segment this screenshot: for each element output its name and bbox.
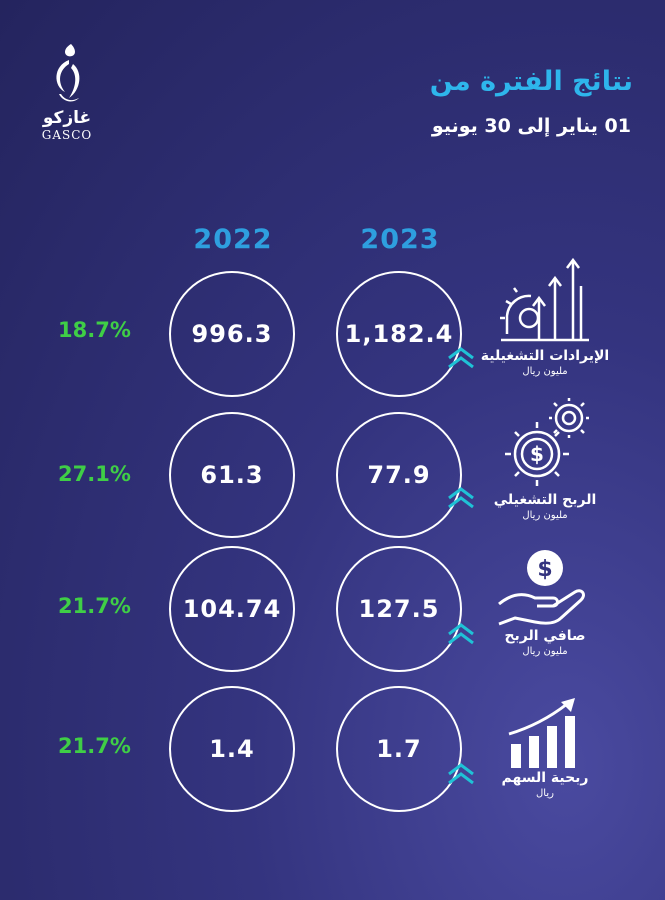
metric-operating-profit: $ الربح التشغيلي مليون ريال: [465, 396, 625, 521]
metric-unit: ريال: [536, 788, 554, 799]
company-logo: غازكو GASCO: [32, 42, 102, 142]
metric-earnings-per-share: ربحية السهم ريال: [465, 698, 625, 799]
value-circle-2023: 127.5: [336, 546, 462, 672]
bar-chart-growth-icon: [508, 698, 575, 768]
year-header-2022: 2022: [193, 224, 273, 255]
value-circle-2022: 996.3: [169, 271, 295, 397]
metric-label: صافي الربح: [504, 628, 586, 644]
value-circle-2023: 1.7: [336, 686, 462, 812]
change-percent: 27.1%: [58, 462, 131, 486]
double-chevron-up-icon: [448, 487, 474, 509]
value-circle-2022: 61.3: [169, 412, 295, 538]
svg-text:$: $: [537, 557, 552, 582]
change-percent: 21.7%: [58, 734, 131, 758]
double-chevron-up-icon: [448, 623, 474, 645]
page-title: نتائج الفترة من: [429, 66, 633, 97]
metric-label: ربحية السهم: [501, 770, 589, 786]
logo-english-text: GASCO: [41, 128, 93, 142]
metric-unit: مليون ريال: [522, 366, 568, 377]
metric-label: الإيرادات التشغيلية: [480, 348, 610, 364]
value-circle-2022: 1.4: [169, 686, 295, 812]
period-subtitle: 01 يناير إلى 30 يونيو: [431, 115, 631, 137]
svg-text:$: $: [530, 442, 544, 466]
metric-unit: مليون ريال: [522, 510, 568, 521]
logo-arabic-text: غازكو: [42, 108, 92, 128]
value-circle-2023: 1,182.4: [336, 271, 462, 397]
metric-unit: مليون ريال: [522, 646, 568, 657]
value-circle-2023: 77.9: [336, 412, 462, 538]
value-circle-2022: 104.74: [169, 546, 295, 672]
change-percent: 21.7%: [58, 594, 131, 618]
double-chevron-up-icon: [448, 763, 474, 785]
metric-net-profit: $ صافي الربح مليون ريال: [465, 548, 625, 657]
hand-dollar-coin-icon: $: [498, 550, 585, 626]
metric-label: الربح التشغيلي: [493, 492, 597, 508]
double-chevron-up-icon: [448, 347, 474, 369]
gears-dollar-icon: $: [505, 398, 589, 486]
metric-operating-revenue: الإيرادات التشغيلية مليون ريال: [465, 256, 625, 377]
year-header-2023: 2023: [360, 224, 440, 255]
gasco-flame-icon: [56, 44, 80, 102]
change-percent: 18.7%: [58, 318, 131, 342]
gear-growth-arrows-icon: [500, 257, 589, 342]
